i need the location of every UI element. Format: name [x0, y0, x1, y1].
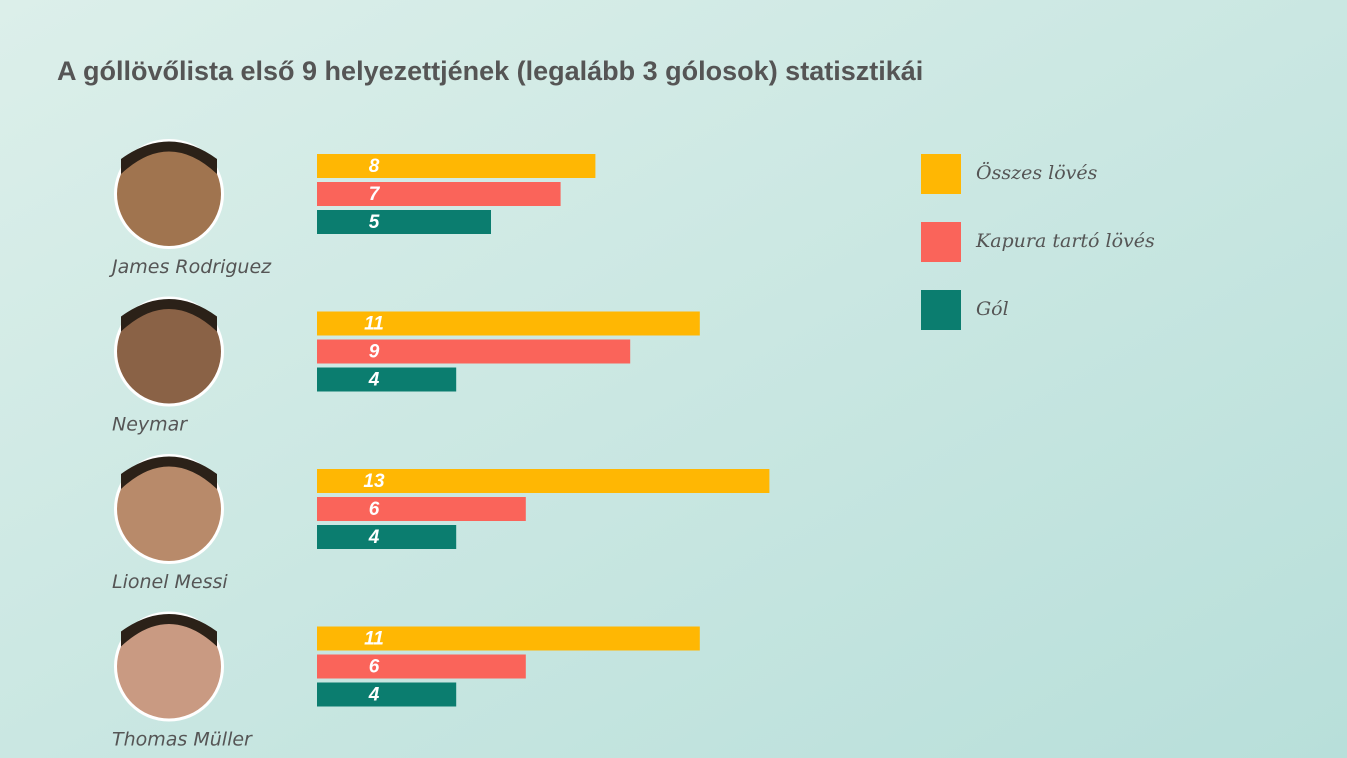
- legend-swatch: [921, 290, 961, 330]
- player-photo-face: [117, 142, 221, 246]
- player-name: Thomas Müller: [112, 729, 253, 751]
- legend-label: Kapura tartó lövés: [975, 230, 1155, 252]
- legend-swatch: [921, 222, 961, 262]
- bar: [317, 367, 457, 392]
- legend-swatch: [921, 154, 961, 194]
- chart-title: A góllövőlista első 9 helyezettjének (le…: [57, 56, 923, 86]
- value-label: 6: [369, 657, 380, 678]
- bar: [317, 339, 631, 364]
- value-label: 6: [369, 499, 380, 520]
- value-label: 7: [369, 184, 381, 205]
- player-photo-face: [117, 299, 221, 404]
- value-label: 4: [368, 370, 380, 391]
- value-label: 4: [368, 527, 380, 548]
- bar: [317, 311, 700, 336]
- player-photo-hair: [121, 299, 217, 332]
- bar: [317, 210, 491, 234]
- player-photo-hair: [121, 614, 217, 647]
- bar: [317, 654, 526, 679]
- value-label: 5: [369, 212, 380, 233]
- value-label: 11: [364, 314, 384, 335]
- value-label: 4: [368, 685, 380, 706]
- player-photo-hair: [121, 456, 217, 489]
- legend-label: Összes lövés: [976, 161, 1098, 184]
- player-name: James Rodriguez: [108, 256, 272, 278]
- legend-label: Gól: [976, 298, 1009, 320]
- bar: [317, 626, 700, 651]
- bar: [317, 497, 526, 521]
- value-label: 11: [364, 629, 384, 650]
- player-photo-face: [117, 614, 221, 719]
- player-photo-hair: [121, 141, 217, 174]
- value-label: 9: [369, 342, 380, 363]
- bar: [317, 525, 457, 549]
- player-photo-face: [117, 457, 221, 561]
- bar: [317, 682, 457, 707]
- player-name: Lionel Messi: [112, 571, 228, 593]
- bar: [317, 154, 596, 178]
- player-name: Neymar: [112, 414, 188, 436]
- bar: [317, 182, 561, 206]
- bar: [317, 469, 770, 493]
- value-label: 13: [363, 471, 385, 492]
- value-label: 8: [369, 156, 380, 177]
